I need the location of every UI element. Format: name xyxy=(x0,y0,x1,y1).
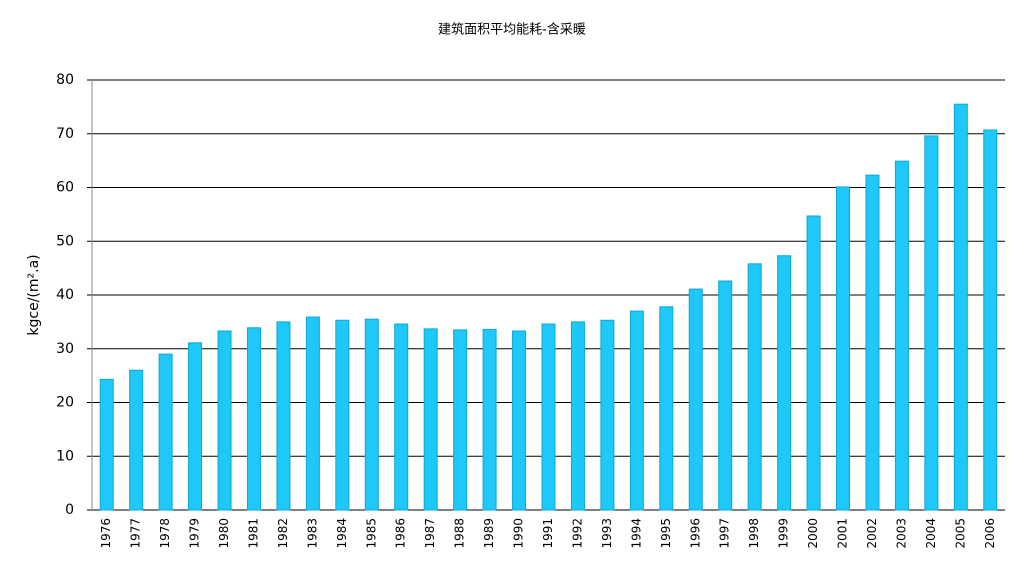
bar xyxy=(541,323,556,511)
x-tick-label: 1982 xyxy=(276,518,290,549)
y-tick-label: 0 xyxy=(65,502,74,518)
x-tick-label: 1980 xyxy=(217,518,231,549)
bar xyxy=(423,328,438,511)
bar xyxy=(865,174,880,511)
x-tick-label: 2000 xyxy=(806,518,820,549)
bar xyxy=(894,160,909,511)
x-tick-label: 1986 xyxy=(394,518,408,549)
bar xyxy=(806,215,821,511)
y-tick-label: 40 xyxy=(56,287,74,303)
bar xyxy=(747,263,762,511)
bar xyxy=(600,319,615,511)
bar xyxy=(158,353,173,511)
bar xyxy=(953,103,968,511)
x-tick-label: 1987 xyxy=(423,518,437,549)
x-tick-label: 1983 xyxy=(305,518,319,549)
y-tick-label: 60 xyxy=(56,180,74,196)
bar xyxy=(276,321,291,511)
x-tick-label: 1977 xyxy=(129,518,143,549)
x-tick-label: 1991 xyxy=(541,518,555,549)
x-tick-label: 2004 xyxy=(924,518,938,549)
y-tick-label: 50 xyxy=(56,233,74,249)
bar xyxy=(512,330,527,511)
bar xyxy=(983,129,998,511)
x-tick-label: 1984 xyxy=(335,518,349,549)
x-tick-label: 1978 xyxy=(158,518,172,549)
x-tick-label: 1985 xyxy=(364,518,378,549)
x-tick-label: 1999 xyxy=(777,518,791,549)
x-tick-label: 1994 xyxy=(629,518,643,549)
bar xyxy=(364,318,379,511)
bar xyxy=(188,342,203,511)
bar xyxy=(777,255,792,511)
y-tick-label: 30 xyxy=(56,341,74,357)
chart-title: 建筑面积平均能耗-含采暖 xyxy=(438,22,586,38)
x-tick-label: 2005 xyxy=(953,518,967,549)
x-tick-label: 2006 xyxy=(983,518,997,549)
x-tick-label: 1995 xyxy=(659,518,673,549)
x-tick-label: 1992 xyxy=(570,518,584,549)
x-tick-label: 1996 xyxy=(688,518,702,549)
bar xyxy=(99,378,114,511)
x-tick-label: 1988 xyxy=(453,518,467,549)
x-tick-label: 2002 xyxy=(865,518,879,549)
y-tick-label: 70 xyxy=(56,126,74,142)
y-tick-label: 20 xyxy=(56,395,74,411)
bar xyxy=(570,321,585,511)
bar xyxy=(335,319,350,511)
x-tick-label: 1989 xyxy=(482,518,496,549)
bar xyxy=(394,323,409,511)
x-tick-label: 1998 xyxy=(747,518,761,549)
y-axis-label: kgce/(m².a) xyxy=(26,254,42,335)
bar xyxy=(217,330,232,511)
bar xyxy=(453,329,468,511)
bar xyxy=(482,328,497,511)
x-tick-label: 1997 xyxy=(718,518,732,549)
bar xyxy=(305,316,320,511)
bar xyxy=(836,186,851,511)
y-tick-label: 10 xyxy=(56,448,74,464)
x-tick-label: 1993 xyxy=(600,518,614,549)
x-tick-label: 1990 xyxy=(512,518,526,549)
x-tick-label: 1979 xyxy=(188,518,202,549)
x-tick-label: 2003 xyxy=(894,518,908,549)
x-tick-label: 1981 xyxy=(246,518,260,549)
bar xyxy=(129,369,144,511)
y-tick-label: 80 xyxy=(56,72,74,88)
bar xyxy=(659,306,674,511)
bar xyxy=(629,310,644,511)
bar xyxy=(924,135,939,511)
bar xyxy=(246,327,261,511)
x-tick-label: 1976 xyxy=(99,518,113,549)
bar xyxy=(688,288,703,511)
x-tick-label: 2001 xyxy=(836,518,850,549)
bar xyxy=(718,280,733,511)
